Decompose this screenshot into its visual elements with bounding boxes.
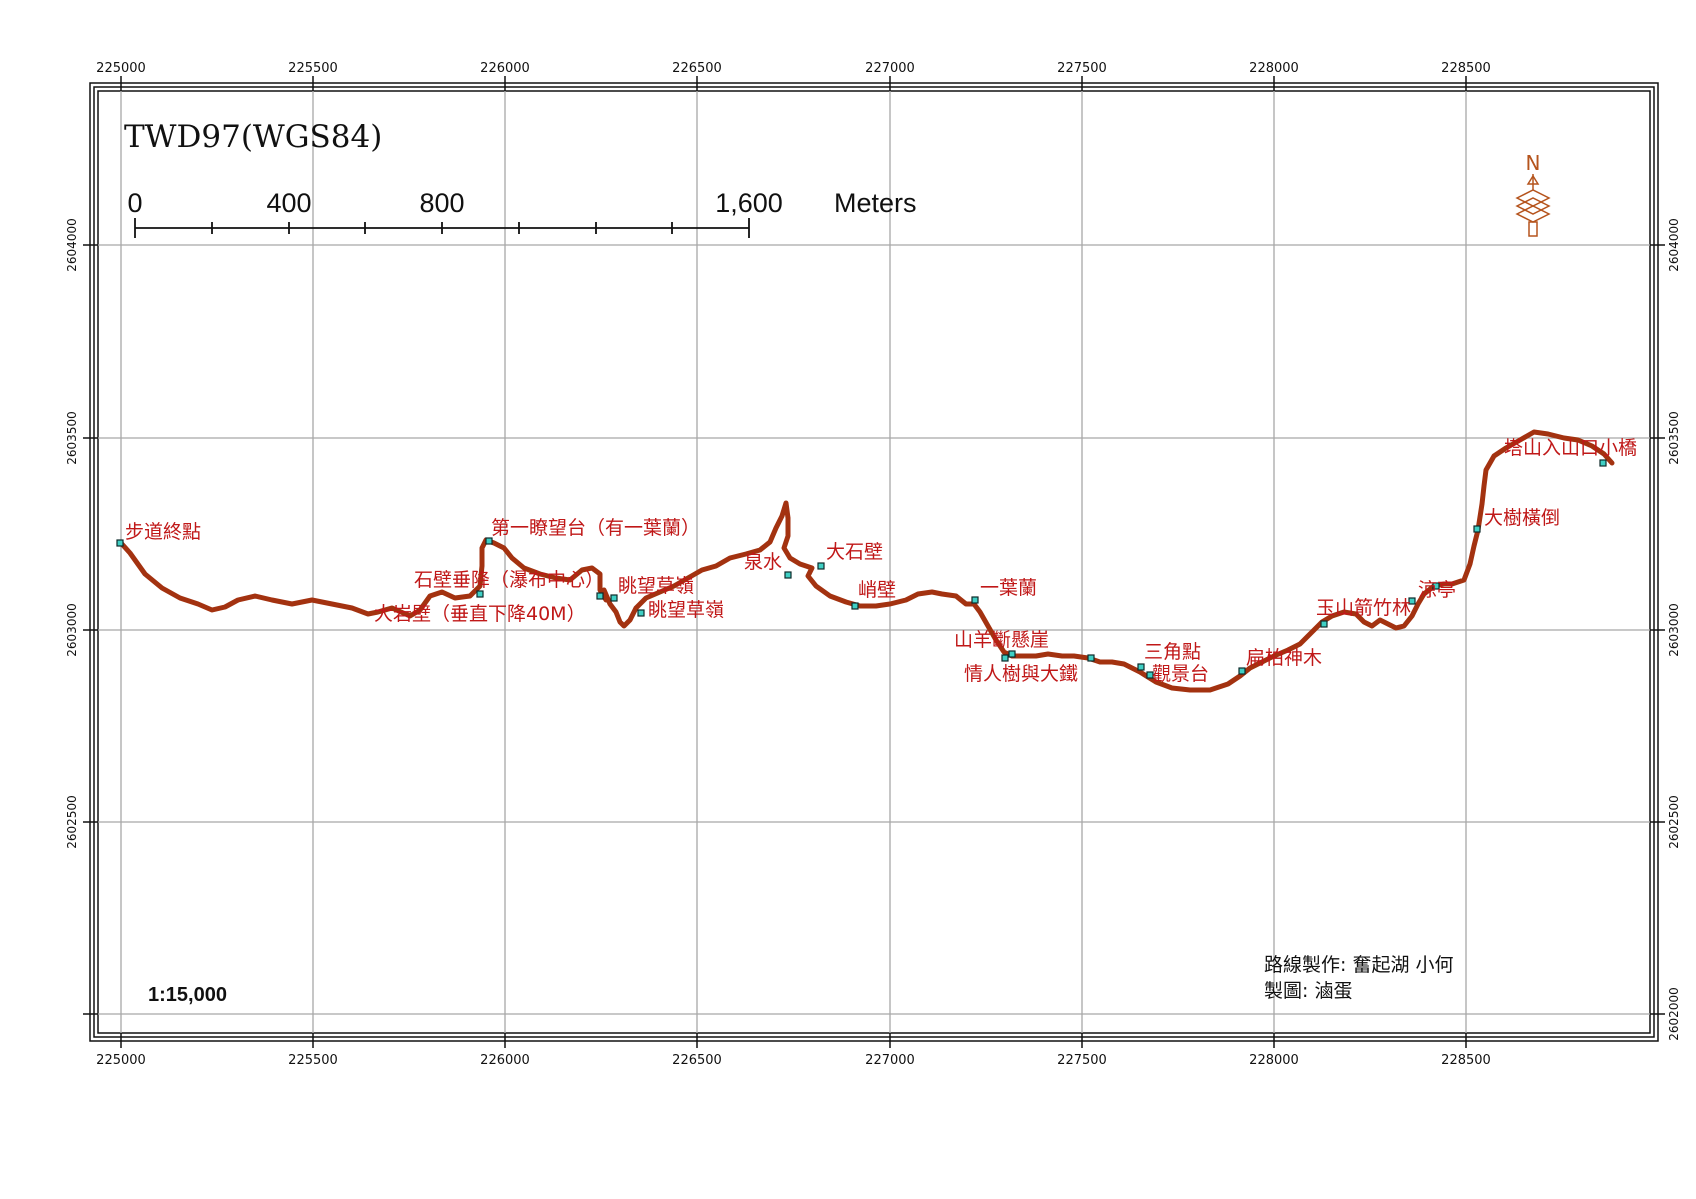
- x-tick-label: 226500: [672, 61, 722, 76]
- crs-label: TWD97(WGS84): [124, 119, 382, 155]
- waypoint-label: 峭壁: [858, 579, 896, 601]
- waypoint-label: 大石壁: [826, 541, 883, 563]
- frame-ticks: [83, 76, 1665, 1048]
- y-tick-label: 2602500: [65, 795, 79, 848]
- x-tick-label: 227500: [1057, 1053, 1107, 1068]
- map-inner-frame: [97, 90, 1651, 1034]
- waypoint-marker: [1001, 654, 1009, 662]
- x-tick-label: 227000: [865, 61, 915, 76]
- waypoint-marker: [784, 571, 792, 579]
- x-tick-label: 225500: [288, 1053, 338, 1068]
- waypoint-marker: [1599, 459, 1607, 467]
- waypoint-label: 涼亭: [1418, 579, 1456, 601]
- waypoint-marker: [1238, 667, 1246, 675]
- x-tick-label: 227500: [1057, 61, 1107, 76]
- waypoint-label: 泉水: [744, 551, 782, 573]
- north-label: N: [1526, 151, 1541, 175]
- y-tick-label: 2604000: [1667, 218, 1681, 271]
- x-tick-label: 226000: [480, 61, 530, 76]
- x-tick-label: 226000: [480, 1053, 530, 1068]
- x-axis-labels-top: 225000 225500 226000 226500 227000 22750…: [96, 61, 1491, 76]
- waypoint-label: 眺望草嶺: [618, 575, 694, 597]
- map-outer-frame: [89, 82, 1659, 1042]
- waypoint-marker: [637, 609, 645, 617]
- waypoint-label: 情人樹與大鐵: [964, 663, 1078, 685]
- waypoint-marker: [1087, 654, 1095, 662]
- y-tick-label: 2603500: [1667, 411, 1681, 464]
- waypoint-marker: [1008, 650, 1016, 658]
- waypoint-label: 眺望草嶺: [648, 599, 724, 621]
- scale-ratio: 1:15,000: [148, 984, 227, 1006]
- waypoint-label: 山羊斷懸崖: [954, 629, 1049, 651]
- route-credit: 路線製作: 奮起湖 小何: [1264, 954, 1453, 976]
- scale-label-1600: 1,600: [715, 188, 783, 218]
- waypoint-marker: [1432, 582, 1440, 590]
- waypoint-marker: [817, 562, 825, 570]
- waypoint-marker: [851, 602, 859, 610]
- waypoint-marker: [1473, 525, 1481, 533]
- waypoint-labels: 步道終點 第一瞭望台（有一葉蘭） 石壁垂降（瀑布中心） 大岩壁（垂直下降40M）…: [125, 437, 1637, 685]
- coordinate-grid: [98, 91, 1650, 1033]
- y-axis-labels-left: 2604000 2603500 2603000 2602500: [65, 218, 79, 848]
- waypoint-marker: [485, 537, 493, 545]
- x-tick-label: 228000: [1249, 1053, 1299, 1068]
- y-tick-label: 2602000: [1667, 987, 1681, 1040]
- waypoint-label: 大岩壁（垂直下降40M）: [374, 603, 586, 625]
- waypoint-label: 扁柏神木: [1246, 647, 1322, 669]
- scale-unit: Meters: [834, 188, 917, 218]
- scale-label-400: 400: [266, 188, 311, 218]
- x-tick-label: 227000: [865, 1053, 915, 1068]
- waypoint-marker: [971, 596, 979, 604]
- waypoint-label: 大樹橫倒: [1484, 507, 1560, 529]
- y-axis-labels-right: 2604000 2603500 2603000 2602500 2602000: [1667, 218, 1681, 1040]
- scale-label-800: 800: [419, 188, 464, 218]
- waypoint-marker: [596, 592, 604, 600]
- y-tick-label: 2603000: [1667, 603, 1681, 656]
- waypoint-marker: [610, 594, 618, 602]
- waypoint-marker: [1146, 671, 1154, 679]
- x-tick-label: 228500: [1441, 61, 1491, 76]
- x-tick-label: 225500: [288, 61, 338, 76]
- scale-bar: 0 400 800 1,600 Meters: [127, 188, 917, 238]
- x-tick-label: 225000: [96, 61, 146, 76]
- waypoint-marker: [1137, 663, 1145, 671]
- y-tick-label: 2603000: [65, 603, 79, 656]
- x-tick-label: 228000: [1249, 61, 1299, 76]
- y-tick-label: 2603500: [65, 411, 79, 464]
- waypoint-label: 第一瞭望台（有一葉蘭）: [491, 517, 700, 539]
- waypoint-markers: [116, 459, 1607, 679]
- waypoint-marker: [476, 590, 484, 598]
- waypoint-marker: [1408, 597, 1416, 605]
- waypoint-label: 玉山箭竹林: [1316, 597, 1411, 619]
- waypoint-label: 步道終點: [125, 521, 201, 543]
- y-tick-label: 2602500: [1667, 795, 1681, 848]
- y-tick-label: 2604000: [65, 218, 79, 271]
- x-axis-labels-bottom: 225000 225500 226000 226500 227000 22750…: [96, 1053, 1491, 1068]
- x-tick-label: 228500: [1441, 1053, 1491, 1068]
- x-tick-label: 225000: [96, 1053, 146, 1068]
- cartography-credit: 製圖: 滷蛋: [1264, 980, 1352, 1002]
- waypoint-label: 塔山入山口小橋: [1504, 437, 1637, 459]
- scale-label-0: 0: [127, 188, 142, 218]
- x-tick-label: 226500: [672, 1053, 722, 1068]
- waypoint-marker: [1320, 620, 1328, 628]
- waypoint-label: 一葉蘭: [980, 577, 1037, 599]
- north-arrow-icon: N: [1515, 151, 1551, 237]
- waypoint-label: 石壁垂降（瀑布中心）: [414, 569, 604, 591]
- map-inner-frame-outer: [93, 86, 1655, 1038]
- waypoint-label: 三角點: [1144, 641, 1201, 663]
- waypoint-marker: [116, 539, 124, 547]
- waypoint-label: 觀景台: [1152, 663, 1209, 685]
